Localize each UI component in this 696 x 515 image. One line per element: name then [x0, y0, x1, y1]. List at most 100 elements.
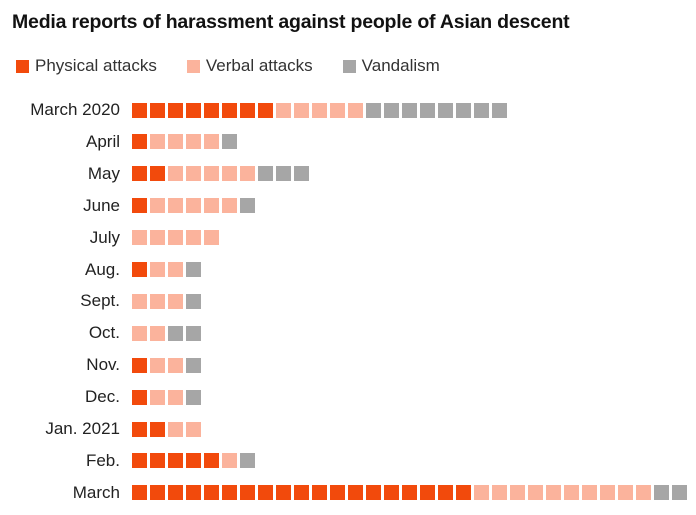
square-physical-attacks-march — [204, 485, 219, 501]
square-verbal-attacks-nov — [168, 357, 183, 373]
square-verbal-attacks-may — [168, 166, 183, 182]
square-verbal-attacks-june — [222, 198, 237, 214]
square-physical-attacks-march-2020 — [168, 102, 183, 118]
square-physical-attacks-may — [132, 166, 147, 182]
square-physical-attacks-march — [420, 485, 435, 501]
square-physical-attacks-march — [222, 485, 237, 501]
square-verbal-attacks-dec — [168, 389, 183, 405]
square-physical-attacks-march — [330, 485, 345, 501]
square-verbal-attacks-july — [150, 230, 165, 246]
square-verbal-attacks-april — [186, 134, 201, 150]
square-physical-attacks-march-2020 — [222, 102, 237, 118]
row-label-may: May — [87, 163, 120, 183]
square-verbal-attacks-march — [564, 485, 579, 501]
square-physical-attacks-march — [312, 485, 327, 501]
row-label-march-2020: March 2020 — [30, 100, 120, 119]
square-physical-attacks-march-2020 — [150, 102, 165, 118]
square-verbal-attacks-july — [186, 230, 201, 246]
square-verbal-attacks-feb — [222, 453, 237, 469]
square-verbal-attacks-june — [186, 198, 201, 214]
row-label-aug: Aug. — [85, 259, 120, 279]
square-vandalism-march — [672, 485, 687, 501]
square-physical-attacks-march — [186, 485, 201, 501]
square-vandalism-nov — [186, 357, 201, 373]
square-physical-attacks-march — [294, 485, 309, 501]
legend-swatch-vandalism — [342, 59, 356, 73]
square-physical-attacks-feb — [204, 453, 219, 469]
square-verbal-attacks-oct — [150, 325, 165, 341]
square-physical-attacks-march — [276, 485, 291, 501]
square-verbal-attacks-march — [618, 485, 633, 501]
square-physical-attacks-jan-2021 — [150, 421, 165, 437]
square-verbal-attacks-march — [528, 485, 543, 501]
square-verbal-attacks-dec — [150, 389, 165, 405]
row-label-feb: Feb. — [85, 450, 120, 470]
row-label-nov: Nov. — [86, 355, 120, 375]
square-vandalism-may — [276, 166, 291, 182]
square-physical-attacks-march — [438, 485, 453, 501]
square-physical-attacks-march — [384, 485, 399, 501]
square-verbal-attacks-march — [474, 485, 489, 501]
square-vandalism-oct — [168, 325, 183, 341]
square-verbal-attacks-april — [168, 134, 183, 150]
square-vandalism-sept — [186, 293, 201, 309]
square-physical-attacks-march — [132, 485, 147, 501]
square-verbal-attacks-sept — [150, 293, 165, 309]
square-physical-attacks-march-2020 — [186, 102, 201, 118]
square-physical-attacks-march-2020 — [258, 102, 273, 118]
square-verbal-attacks-sept — [168, 293, 183, 309]
square-verbal-attacks-sept — [132, 293, 147, 309]
square-verbal-attacks-aug — [168, 262, 183, 277]
square-physical-attacks-march — [168, 485, 183, 501]
square-physical-attacks-march — [150, 485, 165, 501]
chart-title: Media reports of harassment against peop… — [12, 11, 570, 33]
legend: Physical attacks Verbal attacks Vandalis… — [16, 56, 470, 76]
row-label-dec: Dec. — [85, 387, 120, 407]
square-vandalism-march-2020 — [456, 102, 471, 118]
square-verbal-attacks-june — [150, 198, 165, 214]
square-verbal-attacks-may — [240, 166, 255, 182]
square-physical-attacks-feb — [186, 453, 201, 469]
square-vandalism-aug — [186, 262, 201, 277]
square-vandalism-march-2020 — [474, 102, 489, 118]
square-verbal-attacks-march-2020 — [312, 102, 327, 118]
square-physical-attacks-may — [150, 166, 165, 182]
square-physical-attacks-march-2020 — [204, 102, 219, 118]
legend-entry-physical: Physical attacks — [16, 56, 157, 76]
square-verbal-attacks-april — [204, 134, 219, 150]
square-verbal-attacks-march — [510, 485, 525, 501]
square-physical-attacks-march — [258, 485, 273, 501]
square-physical-attacks-feb — [150, 453, 165, 469]
row-label-april: April — [85, 131, 120, 151]
square-verbal-attacks-june — [168, 198, 183, 214]
square-vandalism-march-2020 — [420, 102, 435, 118]
square-verbal-attacks-aug — [150, 262, 165, 277]
square-physical-attacks-april — [132, 134, 147, 150]
legend-entry-verbal: Verbal attacks — [186, 56, 313, 76]
square-verbal-attacks-march-2020 — [276, 102, 291, 118]
square-verbal-attacks-march — [546, 485, 561, 501]
square-physical-attacks-march-2020 — [132, 102, 147, 118]
square-verbal-attacks-april — [150, 134, 165, 150]
square-vandalism-march — [654, 485, 669, 501]
square-verbal-attacks-nov — [150, 357, 165, 373]
square-verbal-attacks-jan-2021 — [186, 421, 201, 437]
square-verbal-attacks-oct — [132, 325, 147, 341]
row-label-july: July — [89, 227, 120, 247]
square-verbal-attacks-march — [636, 485, 651, 501]
square-vandalism-oct — [186, 325, 201, 341]
square-verbal-attacks-march — [492, 485, 507, 501]
row-label-march: March — [72, 482, 120, 502]
square-vandalism-feb — [240, 453, 255, 469]
square-vandalism-may — [258, 166, 273, 182]
square-vandalism-dec — [186, 389, 201, 405]
row-label-sept: Sept. — [80, 291, 120, 311]
square-physical-attacks-march — [402, 485, 417, 501]
row-label-june: June — [83, 195, 120, 215]
square-physical-attacks-nov — [132, 357, 147, 373]
square-vandalism-june — [240, 198, 255, 214]
square-physical-attacks-march — [348, 485, 363, 501]
square-verbal-attacks-may — [222, 166, 237, 182]
legend-label-vandalism: Vandalism — [361, 56, 440, 75]
